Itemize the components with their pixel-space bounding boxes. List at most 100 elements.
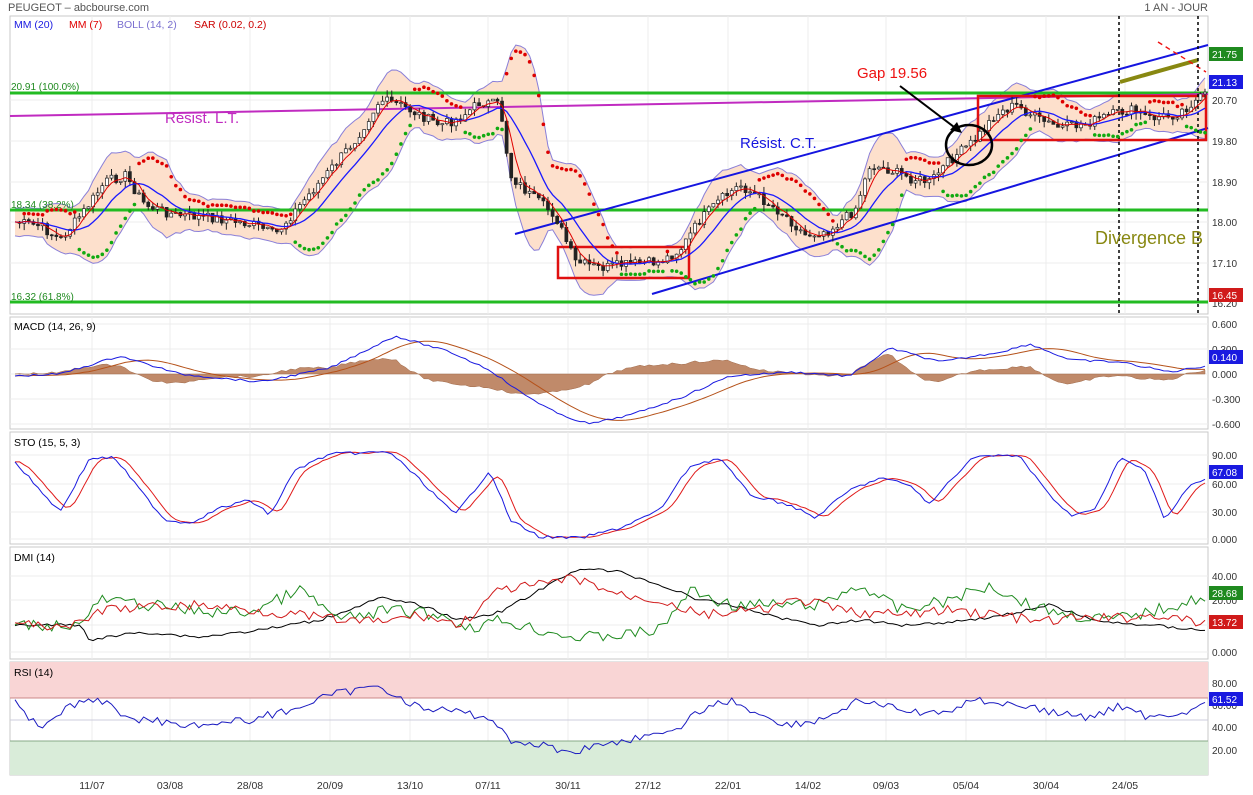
candle-body	[559, 223, 564, 228]
candle-body	[867, 168, 872, 180]
candle-body	[922, 176, 927, 184]
candle-body	[706, 206, 711, 212]
sar-dot	[31, 212, 36, 216]
sar-dot	[821, 206, 826, 211]
sar-dot	[936, 161, 941, 165]
sar-dot	[1028, 127, 1033, 131]
sar-dot	[54, 207, 59, 212]
candle-body	[610, 262, 615, 265]
candle-body	[808, 234, 812, 237]
sar-dot	[288, 212, 293, 217]
sto-title: STO (15, 5, 3)	[14, 437, 80, 449]
sar-dot	[651, 269, 656, 274]
sar-dot	[518, 50, 523, 54]
sar-dot	[59, 208, 63, 212]
candle-body	[247, 225, 252, 227]
sar-dot	[1010, 151, 1014, 156]
sar-dot	[1115, 134, 1120, 139]
candle-body	[1010, 102, 1014, 113]
candle-body	[872, 168, 877, 171]
badge-2113: 21.13	[1212, 78, 1237, 89]
sar-dot	[1198, 130, 1203, 134]
gap-circle	[944, 123, 994, 167]
candle-body	[417, 111, 422, 116]
sar-dot	[661, 269, 665, 274]
sar-dot	[1203, 130, 1207, 135]
x-label: 24/05	[1112, 780, 1138, 792]
sar-dot	[45, 209, 49, 213]
sar-dot	[527, 60, 532, 64]
sar-dot	[376, 178, 380, 182]
sar-dot	[890, 222, 895, 227]
sar-dot	[982, 175, 987, 180]
sar-dot	[743, 216, 748, 221]
sar-dot	[417, 87, 422, 92]
sar-dot	[1065, 103, 1069, 108]
candle-body	[964, 145, 968, 148]
candle-body	[54, 234, 59, 237]
dmi-badge-minus: 13.72	[1212, 618, 1237, 629]
range-box	[976, 94, 1208, 142]
sar-dot	[909, 155, 913, 160]
candle-body	[1198, 93, 1203, 101]
candle-body	[913, 180, 918, 184]
sar-dot	[49, 208, 54, 212]
sar-dot	[789, 177, 794, 181]
sto-tick: 0.000	[1212, 535, 1237, 546]
sar-dot	[729, 240, 734, 245]
candle-body	[945, 157, 950, 167]
candle-body	[739, 185, 743, 188]
candle-body	[509, 152, 514, 179]
rsi-line	[14, 685, 1206, 755]
candle-body	[77, 216, 82, 219]
macd-axis: 0.600 0.300 0.000 -0.300 -0.600	[1212, 320, 1241, 431]
candle-body	[1129, 105, 1134, 115]
candle-body	[1056, 124, 1060, 128]
sar-dot	[684, 275, 688, 279]
sar-dot	[334, 222, 339, 226]
sar-dot	[105, 248, 109, 252]
candle-body	[238, 221, 242, 223]
sar-dot	[771, 173, 775, 177]
sar-dot	[1175, 104, 1180, 109]
candle-body	[762, 193, 766, 206]
sar-dot	[146, 156, 151, 161]
candle-body	[550, 209, 555, 217]
chart-source-title: PEUGEOT – abcbourse.com	[8, 2, 150, 14]
price-axis: 20.70 19.80 18.90 18.00 17.10 16.20	[1212, 96, 1237, 310]
candle-body	[991, 120, 996, 122]
sar-dot	[1106, 133, 1111, 137]
macd-badge-bg	[1209, 350, 1243, 364]
candle-body	[348, 147, 353, 150]
sar-dot	[242, 205, 247, 210]
sar-dot	[72, 210, 77, 214]
candle-body	[1069, 121, 1074, 124]
sar-dot	[564, 167, 569, 172]
candle-body	[339, 152, 344, 165]
macd-line	[14, 335, 1206, 425]
candle-body	[320, 177, 325, 184]
sar-dot	[582, 182, 587, 186]
candle-body	[688, 232, 693, 240]
sar-dot	[100, 252, 105, 257]
sar-dot	[711, 274, 716, 278]
sar-dot	[311, 247, 316, 251]
candle-body	[242, 221, 247, 227]
sar-dot	[725, 248, 729, 253]
sar-dot	[702, 280, 706, 284]
sar-dot	[826, 212, 831, 217]
sar-dot	[573, 169, 578, 173]
sar-dot	[1194, 128, 1198, 133]
sar-dot	[261, 210, 265, 215]
sar-dot	[720, 258, 725, 263]
sar-dot	[284, 214, 288, 218]
rsi-tick: 60.00	[1212, 701, 1237, 712]
sar-dot	[523, 52, 527, 57]
candle-body	[665, 255, 670, 264]
sar-dot	[160, 161, 164, 166]
sar-dot	[1037, 95, 1042, 100]
consolidation-box	[556, 245, 691, 280]
candle-body	[1079, 123, 1083, 129]
sar-dot	[863, 254, 867, 259]
sar-dot	[932, 161, 936, 165]
